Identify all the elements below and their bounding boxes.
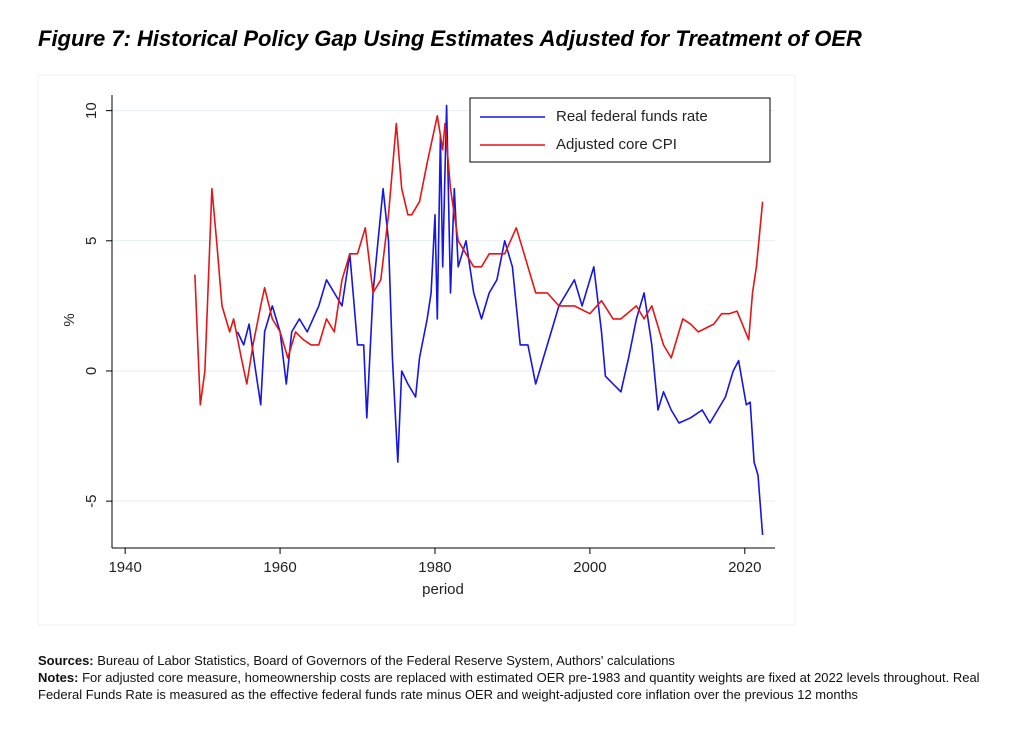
panel <box>37 74 796 626</box>
footnotes: Sources: Bureau of Labor Statistics, Boa… <box>38 652 998 703</box>
y-tick-label: 5 <box>83 237 100 245</box>
y-tick-label: -5 <box>83 494 100 507</box>
x-tick-label: 1940 <box>108 559 141 576</box>
legend-label: Adjusted core CPI <box>556 136 677 153</box>
notes: Notes: For adjusted core measure, homeow… <box>38 669 998 703</box>
y-tick-label: 0 <box>83 367 100 375</box>
sources-text: Bureau of Labor Statistics, Board of Gov… <box>97 653 675 668</box>
y-tick-label: 10 <box>83 102 100 119</box>
sources-label: Sources: <box>38 653 94 668</box>
legend-label: Real federal funds rate <box>556 108 708 125</box>
notes-label: Notes: <box>38 670 79 685</box>
line-series <box>236 104 764 536</box>
x-tick-label: 1980 <box>418 559 451 576</box>
chart-title: Figure 7: Historical Policy Gap Using Es… <box>38 26 862 51</box>
x-axis-label: period <box>422 581 464 598</box>
chart: Figure 7: Historical Policy Gap Using Es… <box>37 26 862 626</box>
line-series <box>194 115 764 406</box>
legend <box>469 97 771 163</box>
y-axis-label: % <box>61 313 78 326</box>
notes-text: For adjusted core measure, homeownership… <box>38 670 980 702</box>
x-tick-label: 1960 <box>263 559 296 576</box>
x-tick-label: 2020 <box>728 559 761 576</box>
sources: Sources: Bureau of Labor Statistics, Boa… <box>38 652 998 669</box>
x-tick-label: 2000 <box>573 559 606 576</box>
